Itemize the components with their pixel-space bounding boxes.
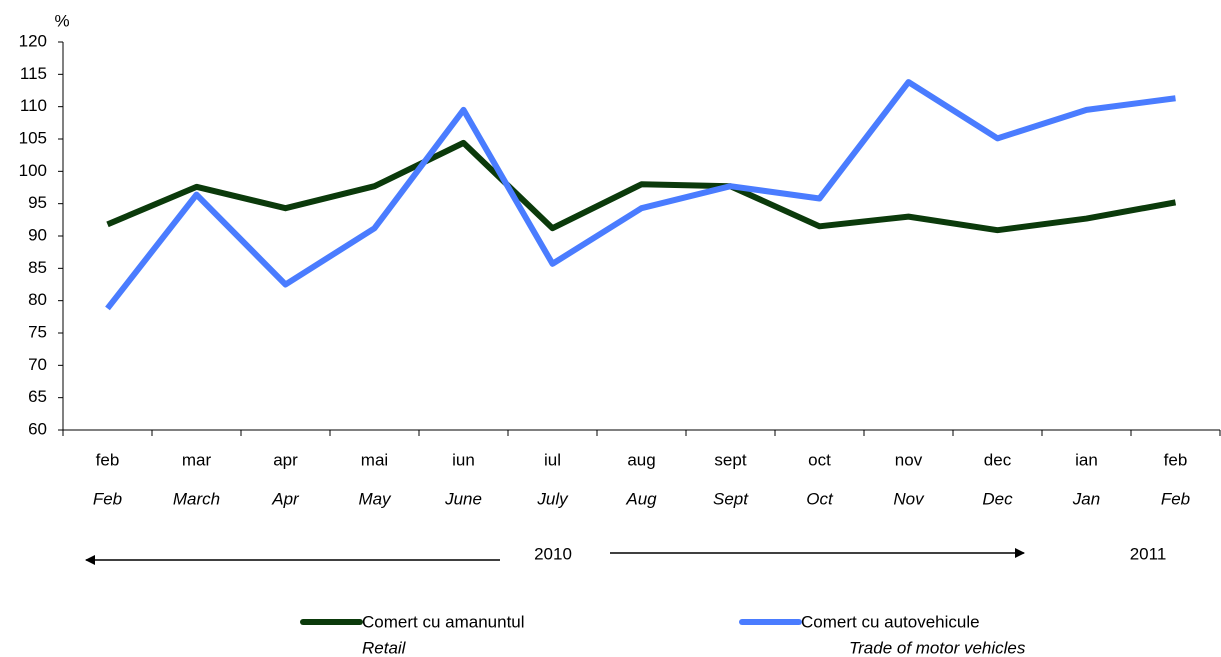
y-tick-label: 95 xyxy=(28,193,47,212)
x-tick-label: iun xyxy=(452,450,475,469)
x-tick-label: ian xyxy=(1075,450,1098,469)
x-tick-label: aug xyxy=(627,450,655,469)
y-tick-label: 60 xyxy=(28,419,47,438)
legend-label: Comert cu autovehicule xyxy=(801,612,980,631)
x-tick-label: sept xyxy=(714,450,746,469)
series-line xyxy=(106,139,1177,234)
y-tick-label: 70 xyxy=(28,355,47,374)
x-tick-label-en: Oct xyxy=(806,489,834,508)
year-label: 2010 xyxy=(534,544,572,563)
x-tick-label-en: Feb xyxy=(93,489,122,508)
y-tick-label: 115 xyxy=(20,64,47,83)
x-tick-label: feb xyxy=(1164,450,1188,469)
x-tick-label-en: Feb xyxy=(1161,489,1190,508)
x-tick-label-en: Aug xyxy=(625,489,657,508)
y-tick-label: 110 xyxy=(20,96,47,115)
y-tick-label: 85 xyxy=(28,258,47,277)
x-tick-label-en: Dec xyxy=(982,489,1013,508)
y-tick-label: 80 xyxy=(28,290,47,309)
y-tick-label: 105 xyxy=(19,128,47,147)
x-tick-label-en: March xyxy=(173,489,220,508)
x-tick-label-en: Jan xyxy=(1072,489,1100,508)
x-tick-label: iul xyxy=(544,450,561,469)
x-tick-label: feb xyxy=(96,450,120,469)
x-tick-label: dec xyxy=(984,450,1012,469)
x-tick-label-en: Sept xyxy=(713,489,749,508)
x-tick-label: nov xyxy=(895,450,923,469)
x-tick-label: mai xyxy=(361,450,388,469)
y-tick-label: 65 xyxy=(28,387,47,406)
x-tick-label: apr xyxy=(273,450,298,469)
x-tick-label: mar xyxy=(182,450,212,469)
year-label: 2011 xyxy=(1130,544,1167,563)
y-axis-label: % xyxy=(54,11,69,30)
x-tick-label: oct xyxy=(808,450,831,469)
legend-label-en: Trade of motor vehicles xyxy=(849,638,1026,657)
y-tick-label: 100 xyxy=(19,161,47,180)
x-tick-label-en: Apr xyxy=(271,489,300,508)
y-tick-label: 90 xyxy=(28,225,47,244)
series-line xyxy=(105,79,1176,311)
legend-label: Comert cu amanuntul xyxy=(362,612,525,631)
legend-label-en: Retail xyxy=(362,638,407,657)
y-tick-label: 75 xyxy=(28,322,47,341)
x-tick-label-en: July xyxy=(536,489,569,508)
x-tick-label-en: June xyxy=(444,489,482,508)
x-tick-label-en: Nov xyxy=(893,489,925,508)
y-tick-label: 120 xyxy=(19,31,47,50)
x-tick-label-en: May xyxy=(358,489,392,508)
